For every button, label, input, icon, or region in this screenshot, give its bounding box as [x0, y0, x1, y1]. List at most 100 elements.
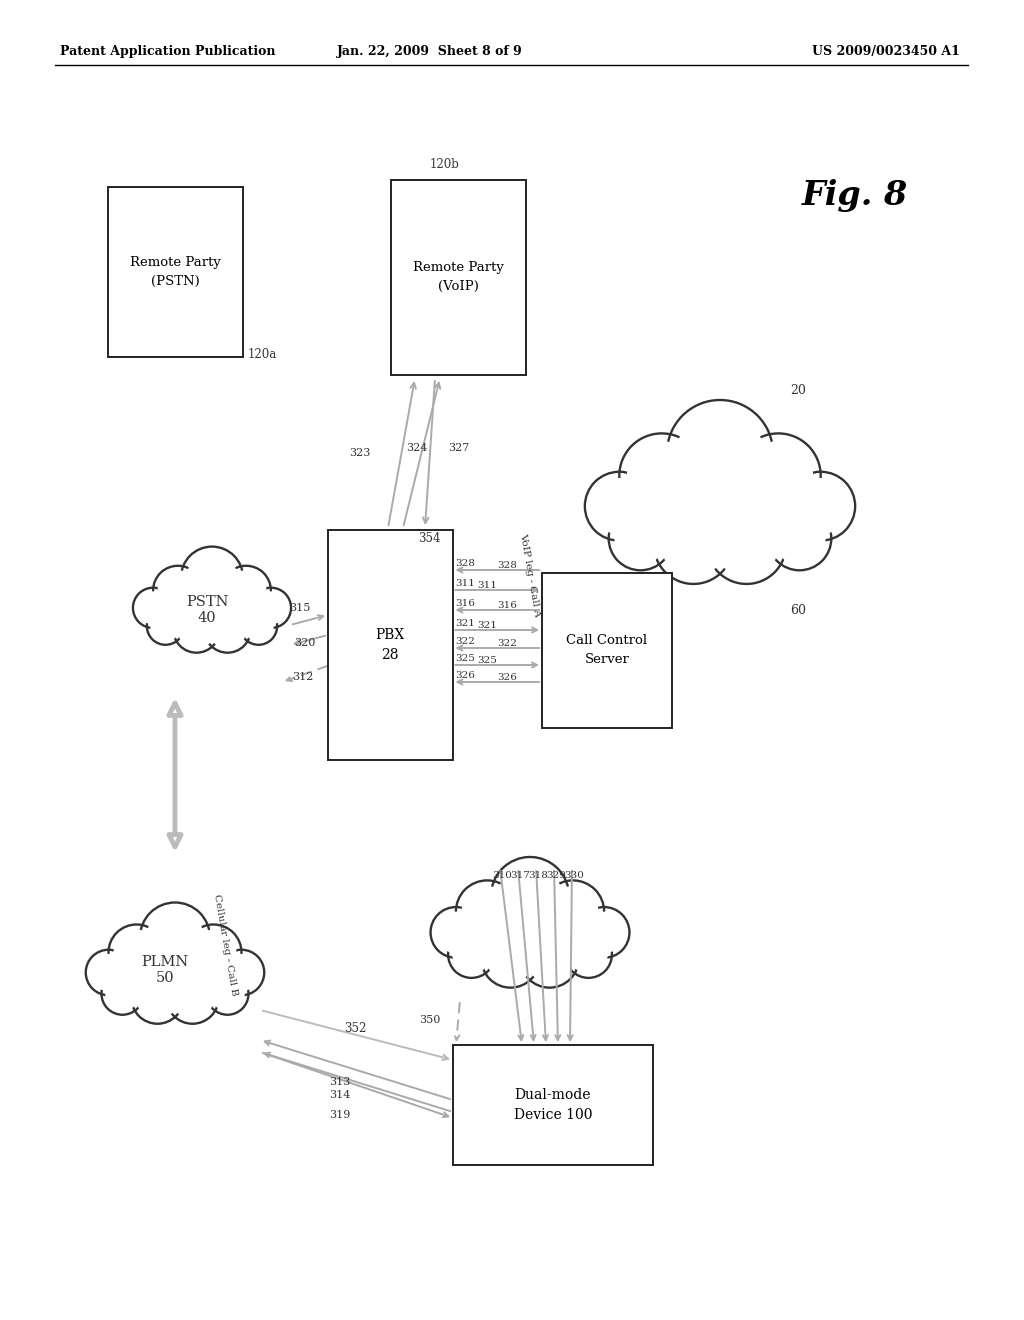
Text: 310: 310	[493, 871, 512, 880]
FancyBboxPatch shape	[108, 187, 243, 356]
Text: Cellular leg - Call B: Cellular leg - Call B	[212, 894, 239, 997]
Text: 316: 316	[456, 599, 475, 609]
Circle shape	[653, 504, 733, 583]
Text: 352: 352	[344, 1022, 367, 1035]
Text: 350: 350	[419, 1015, 440, 1026]
Circle shape	[585, 471, 653, 541]
Circle shape	[204, 606, 251, 652]
Text: 319: 319	[330, 1110, 350, 1119]
Circle shape	[240, 607, 278, 644]
Ellipse shape	[158, 581, 266, 640]
Circle shape	[109, 924, 165, 981]
Text: 323: 323	[348, 447, 370, 458]
Circle shape	[786, 471, 855, 541]
Ellipse shape	[634, 462, 806, 557]
Text: US 2009/0023450 A1: US 2009/0023450 A1	[812, 45, 961, 58]
Text: Dual-mode
Device 100: Dual-mode Device 100	[514, 1088, 592, 1122]
FancyBboxPatch shape	[328, 531, 453, 760]
Text: PSTN
40: PSTN 40	[185, 595, 228, 626]
Ellipse shape	[467, 903, 593, 968]
Circle shape	[743, 441, 813, 511]
Circle shape	[773, 512, 825, 565]
Circle shape	[430, 907, 481, 958]
Text: Fig. 8: Fig. 8	[802, 178, 908, 211]
Circle shape	[90, 954, 127, 991]
Circle shape	[768, 507, 831, 570]
Text: 314: 314	[330, 1090, 350, 1100]
Text: Patent Application Publication: Patent Application Publication	[60, 45, 275, 58]
Text: 322: 322	[456, 638, 475, 645]
Circle shape	[453, 936, 490, 974]
Circle shape	[525, 935, 573, 982]
Circle shape	[793, 478, 849, 535]
Circle shape	[136, 591, 170, 624]
Text: 318: 318	[528, 871, 548, 880]
Circle shape	[114, 929, 160, 975]
Text: Remote Party
(PSTN): Remote Party (PSTN)	[130, 256, 220, 288]
Circle shape	[456, 880, 518, 942]
Circle shape	[569, 936, 607, 974]
Circle shape	[101, 973, 143, 1015]
Ellipse shape	[114, 941, 237, 1010]
Circle shape	[158, 570, 199, 611]
Circle shape	[140, 903, 210, 973]
Circle shape	[667, 400, 773, 506]
Text: 330: 330	[564, 871, 584, 880]
Circle shape	[251, 587, 291, 628]
Text: 354: 354	[418, 532, 440, 544]
Text: 326: 326	[456, 671, 475, 680]
Text: PBX
28: PBX 28	[376, 628, 404, 663]
Text: 311: 311	[456, 579, 475, 587]
Circle shape	[209, 610, 247, 648]
Circle shape	[219, 950, 264, 995]
Circle shape	[614, 512, 667, 565]
Text: 316: 316	[498, 601, 517, 610]
Ellipse shape	[162, 583, 262, 638]
Circle shape	[225, 570, 266, 611]
Text: 328: 328	[456, 558, 475, 568]
Circle shape	[146, 908, 204, 966]
Text: 328: 328	[498, 561, 517, 570]
Ellipse shape	[118, 944, 231, 1006]
Circle shape	[584, 912, 625, 953]
Circle shape	[542, 880, 604, 942]
Circle shape	[547, 886, 598, 937]
Text: 322: 322	[498, 639, 517, 648]
Text: 120a: 120a	[248, 348, 278, 362]
Text: 324: 324	[406, 444, 427, 453]
Ellipse shape	[462, 899, 598, 970]
Circle shape	[177, 610, 216, 648]
Circle shape	[520, 929, 579, 987]
Circle shape	[207, 973, 249, 1015]
Text: 20: 20	[790, 384, 806, 396]
Circle shape	[151, 611, 181, 642]
Text: 315: 315	[290, 603, 310, 612]
Circle shape	[254, 591, 288, 624]
Circle shape	[190, 929, 237, 975]
Ellipse shape	[628, 458, 813, 562]
Circle shape	[486, 935, 535, 982]
Circle shape	[627, 441, 696, 511]
Circle shape	[565, 931, 612, 978]
Text: 320: 320	[294, 638, 315, 648]
Circle shape	[146, 607, 184, 644]
Text: PLMN
50: PLMN 50	[141, 954, 188, 985]
Text: 60: 60	[790, 603, 806, 616]
Circle shape	[136, 975, 179, 1019]
Text: 120b: 120b	[430, 158, 460, 172]
FancyBboxPatch shape	[542, 573, 672, 727]
Circle shape	[166, 972, 219, 1024]
FancyBboxPatch shape	[390, 180, 525, 375]
Text: 327: 327	[449, 444, 469, 453]
Circle shape	[210, 977, 245, 1011]
Circle shape	[736, 433, 820, 519]
Circle shape	[435, 912, 477, 953]
Circle shape	[221, 566, 271, 615]
Circle shape	[86, 950, 131, 995]
Circle shape	[154, 566, 203, 615]
Circle shape	[707, 504, 786, 583]
Circle shape	[133, 587, 173, 628]
Circle shape	[186, 552, 238, 603]
Text: VoIP leg - Call A: VoIP leg - Call A	[518, 532, 542, 618]
Text: 321: 321	[456, 619, 475, 628]
